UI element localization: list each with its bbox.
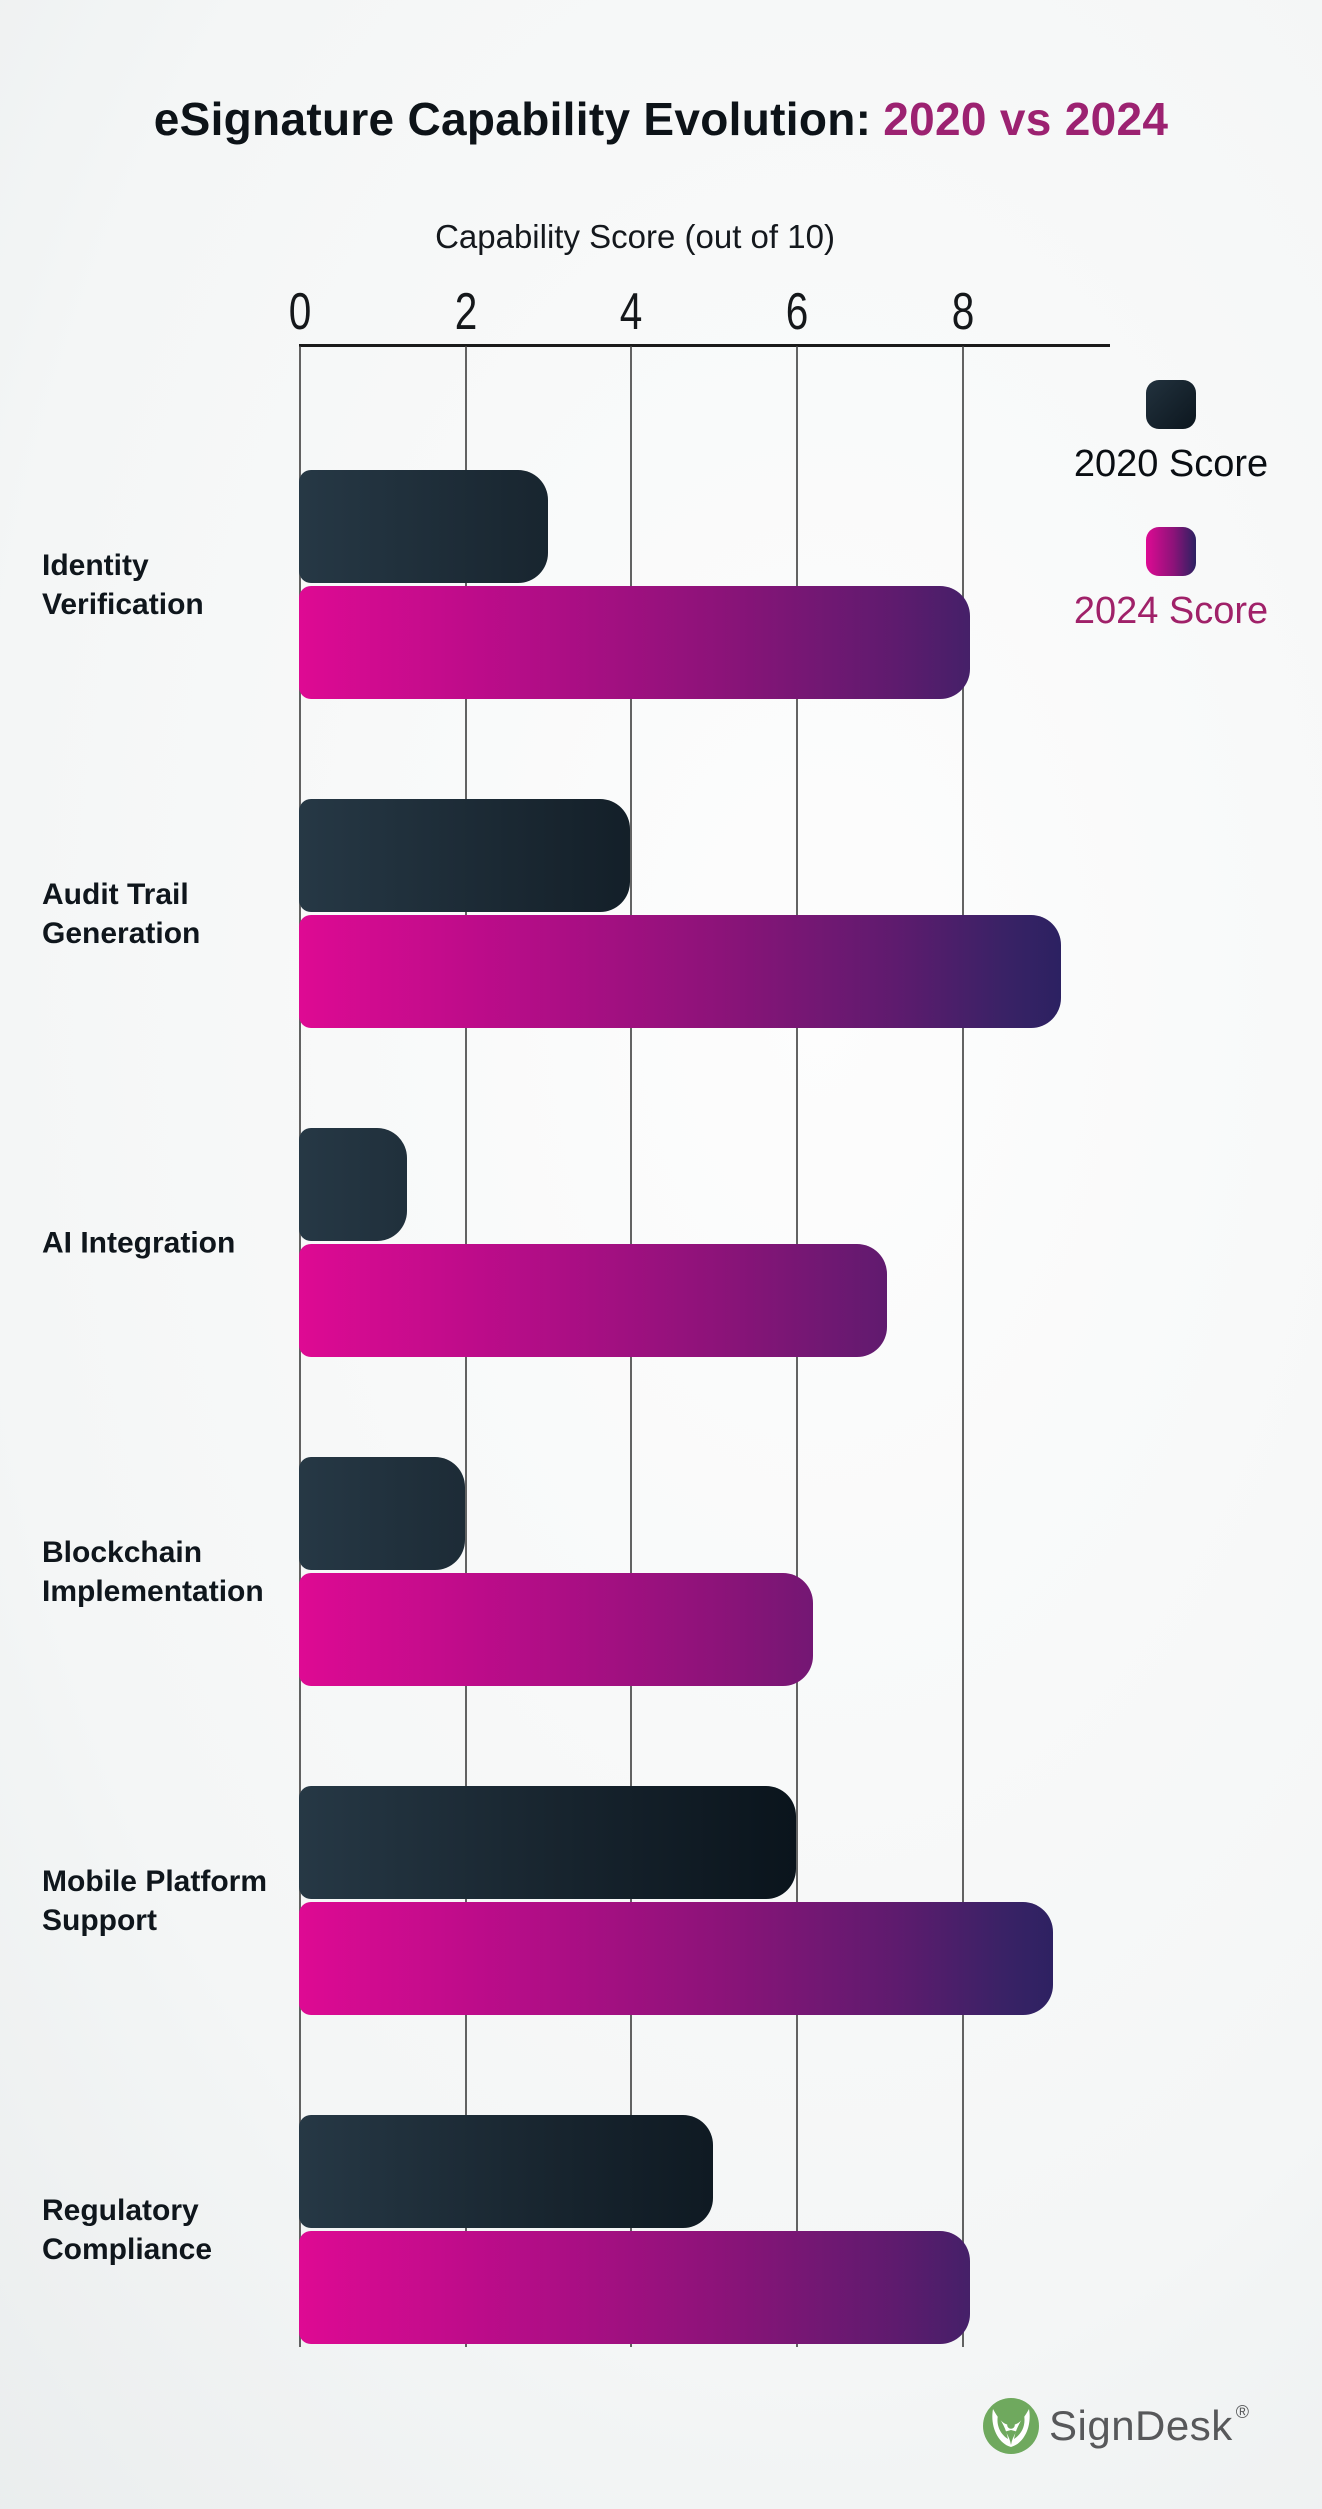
category-label-line: Blockchain: [42, 1535, 203, 1569]
x-axis-line: [299, 344, 1110, 347]
pen-nib-icon: [983, 2398, 1039, 2454]
bar-2020: [299, 799, 631, 912]
bar-2024: [299, 1902, 1053, 2015]
bar-2020: [299, 1128, 407, 1241]
legend-swatch-2024-icon: [1146, 527, 1196, 576]
x-axis-tick-label: 8: [951, 283, 975, 341]
category-label-line: Support: [42, 1903, 157, 1937]
category-label-line: Implementation: [42, 1574, 264, 1608]
signdesk-logo-text: SignDesk: [1049, 2402, 1233, 2449]
category-label-line: AI Integration: [42, 1226, 236, 1259]
bar-2020: [299, 470, 548, 583]
legend-swatch-2020-icon: [1146, 380, 1196, 429]
category-label-line: Audit Trail: [42, 877, 189, 911]
registered-trademark: ®: [1235, 2401, 1250, 2422]
signdesk-logo: SignDesk ®: [983, 2398, 1249, 2454]
category-label-line: Verification: [42, 587, 204, 621]
x-axis-tick-label: 4: [620, 283, 643, 341]
category-label: Audit Trail Generation: [42, 875, 200, 953]
legend-label-2024: 2024 Score: [1073, 590, 1269, 632]
chart-title: eSignature Capability Evolution: 2020 vs …: [0, 92, 1322, 146]
bar-2024: [299, 586, 971, 699]
x-axis-title: Capability Score (out of 10): [435, 218, 835, 255]
category-label: Mobile Platform Support: [42, 1862, 267, 1940]
bar-2024: [299, 915, 1062, 1028]
chart-title-highlight: 2020 vs 2024: [883, 93, 1169, 145]
category-label: Regulatory Compliance: [42, 2191, 212, 2269]
category-label-line: Regulatory: [42, 2193, 199, 2227]
gridline: [961, 346, 964, 2347]
category-label-line: Mobile Platform: [42, 1864, 268, 1898]
chart-title-prefix: eSignature Capability Evolution:: [153, 93, 872, 145]
bar-2020: [299, 1786, 797, 1899]
category-label: AI Integration: [42, 1223, 235, 1262]
bar-2024: [299, 1244, 888, 1357]
x-axis-tick-label: 6: [785, 283, 809, 341]
x-axis-tick-label: 0: [288, 283, 312, 341]
category-label-line: Identity: [42, 548, 149, 582]
legend-label-2020: 2020 Score: [1073, 443, 1269, 485]
legend: 2020 Score 2024 Score: [1040, 380, 1302, 633]
bar-2024: [299, 1573, 813, 1686]
category-label-line: Compliance: [42, 2232, 213, 2266]
bar-2020: [299, 1457, 465, 1570]
bar-2024: [299, 2231, 971, 2344]
x-axis-tick-label: 2: [454, 283, 477, 341]
category-label: Blockchain Implementation: [42, 1533, 264, 1611]
bar-2020: [299, 2115, 714, 2228]
category-label: Identity Verification: [42, 546, 204, 624]
category-label-line: Generation: [42, 916, 201, 950]
